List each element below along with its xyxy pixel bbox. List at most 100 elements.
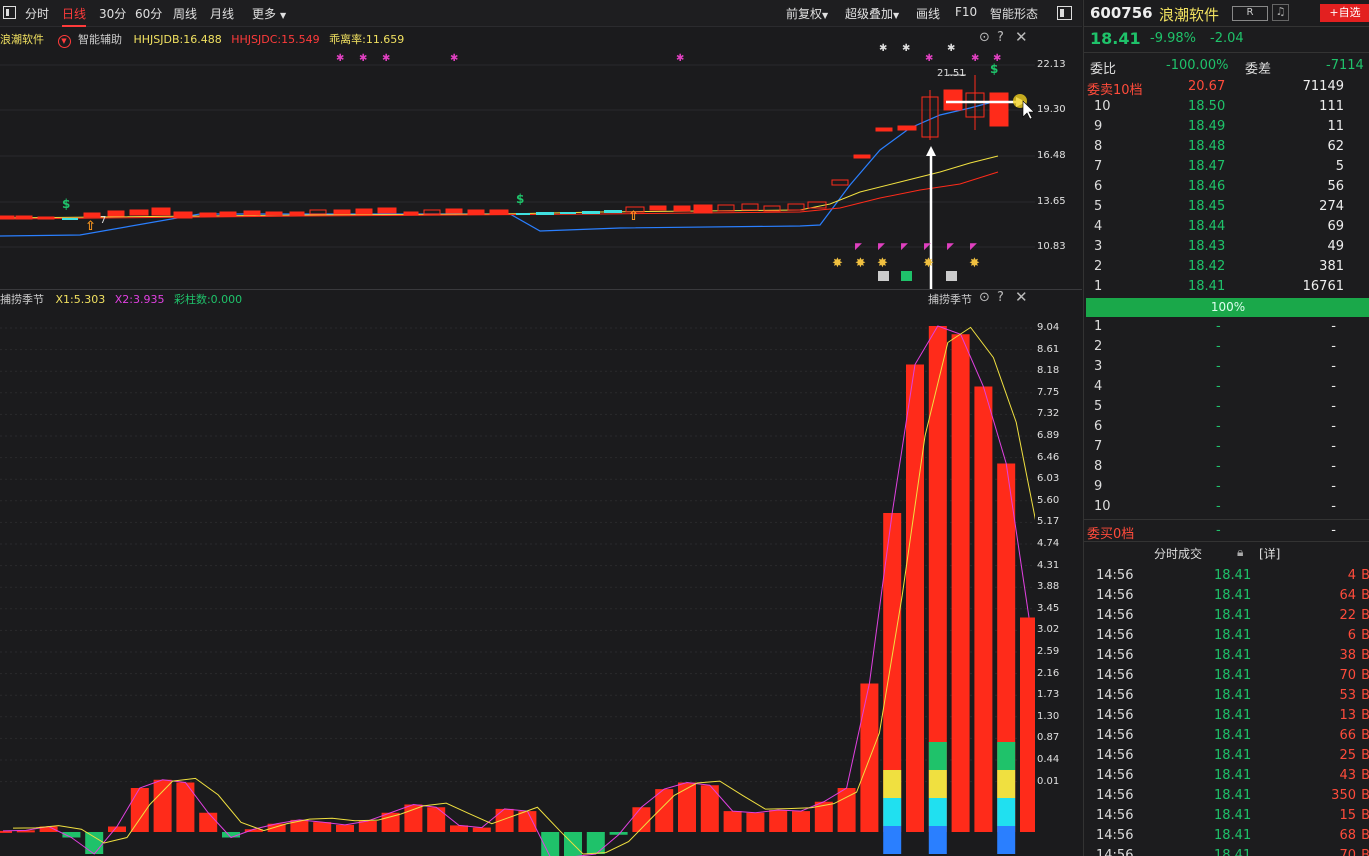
dropdown-icon[interactable]: ▼ [57,35,71,48]
level-volume: 49 [1327,239,1344,254]
bid-row[interactable]: 3 - - [1084,357,1369,377]
bid-row[interactable]: 1 - - [1084,317,1369,337]
bid-row[interactable]: 5 - - [1084,397,1369,417]
tick-volume: 70 [1339,668,1356,683]
level-price: 18.41 [1188,279,1226,294]
indicator-bar [381,812,400,832]
tab-timeshare[interactable]: 分时 [25,7,50,21]
low-price-label: 7 [100,215,107,226]
tab-30min[interactable]: 30分 [99,7,127,21]
gold-star-icon: ✸ [969,256,980,271]
flag-mark-icon: ◤ [970,242,977,252]
ask-row[interactable]: 3 18.43 49 [1084,237,1369,257]
color-segment [928,826,947,854]
ask-row[interactable]: 1 18.41 16761 [1084,277,1369,297]
color-segment [997,798,1016,826]
ask-row[interactable]: 4 18.44 69 [1084,217,1369,237]
smart-pattern-button[interactable]: 智能形态 [990,7,1039,21]
ask-row[interactable]: 6 18.46 56 [1084,177,1369,197]
bid-row[interactable]: 10 - - [1084,497,1369,517]
quote-header: 600756 浪潮软件 R ♫ +自选 [1084,0,1369,27]
ask-row[interactable]: 5 18.45 274 [1084,197,1369,217]
indicator-bar [427,807,446,832]
tab-weekly[interactable]: 周线 [173,7,198,21]
star-mark-icon: ✱ [382,53,391,64]
level-label: 10 [1094,499,1111,514]
adjust-menu[interactable]: 前复权▼ [786,5,828,22]
ask-row[interactable]: 8 18.48 62 [1084,137,1369,157]
bid-row[interactable]: 6 - - [1084,417,1369,437]
ratio-label: 委比 [1090,62,1117,77]
tick-row: 14:56 18.41 64 B [1084,586,1369,606]
draw-line-button[interactable]: 画线 [916,7,941,21]
level-price: - [1216,319,1221,334]
indicator-bar [655,789,674,832]
bid-row[interactable]: 4 - - [1084,377,1369,397]
panel-toggle-icon[interactable] [3,6,16,19]
last-price: 18.41 [1090,29,1141,48]
candles [0,75,1009,220]
ask-row[interactable]: 7 18.47 5 [1084,157,1369,177]
tick-time: 14:56 [1096,828,1134,843]
flag-mark-icon: ◤ [924,242,931,252]
indicator-bar [267,823,286,832]
color-segment [997,770,1016,798]
bid-row[interactable]: 2 - - [1084,337,1369,357]
indicator-bar [358,821,377,832]
f10-button[interactable]: F10 [955,5,978,19]
bell-icon[interactable]: ♫ [1272,4,1289,21]
settings-icon[interactable]: ⊙ [979,30,990,45]
close-icon[interactable]: ✕ [1015,288,1028,306]
sidebar-toggle-icon[interactable] [1057,6,1072,20]
ask-row[interactable]: 10 18.50 111 [1084,97,1369,117]
indicator-tick: 6.89 [1037,430,1060,441]
help-icon[interactable]: ? [997,30,1004,45]
level-price: 18.45 [1188,199,1226,214]
star-mark-icon: ✱ [947,43,956,54]
tick-time: 14:56 [1096,808,1134,823]
buy-signal-icon: ⇧ [85,219,96,234]
tab-daily[interactable]: 日线 [62,5,87,27]
indicator-bar [244,829,263,832]
tick-price: 18.41 [1214,588,1252,603]
tick-time: 14:56 [1096,848,1134,856]
indicator-bar [837,788,856,832]
indicator-tick: 4.31 [1037,559,1060,571]
indicator-bar [678,782,696,832]
level-volume: - [1331,359,1336,374]
tick-side: B [1361,648,1369,663]
overlay-menu[interactable]: 超级叠加▼ [845,5,899,22]
help-icon[interactable]: ? [997,290,1004,305]
add-watchlist-button[interactable]: +自选 [1320,4,1369,22]
divider [1084,541,1369,542]
settings-icon[interactable]: ⊙ [979,290,990,305]
tab-monthly[interactable]: 月线 [210,7,235,21]
ask-row[interactable]: 9 18.49 11 [1084,117,1369,137]
close-icon[interactable]: ✕ [1015,28,1028,46]
detail-link[interactable]: [详] [1259,547,1281,561]
level-label: 7 [1094,439,1103,454]
tab-more[interactable]: 更多 ▼ [252,5,286,22]
star-mark-icon: ✱ [902,43,911,54]
indicator-bar [0,830,12,833]
color-segment [997,826,1016,854]
bid-row[interactable]: 7 - - [1084,437,1369,457]
tab-60min[interactable]: 60分 [135,7,163,21]
indicator-tick: 5.17 [1037,516,1060,528]
tick-volume: 25 [1339,748,1356,763]
bid-row[interactable]: 8 - - [1084,457,1369,477]
price-tick: 10.83 [1037,241,1066,252]
level-volume: 69 [1327,219,1344,234]
ask-row[interactable]: 2 18.42 381 [1084,257,1369,277]
flag-mark-icon: ◤ [947,242,954,252]
tick-volume: 350 [1331,788,1356,803]
chevron-down-icon: ▼ [280,11,287,20]
level-price: 18.46 [1188,179,1226,194]
lock-icon[interactable]: 🔒︎ [1237,545,1244,559]
panel-divider[interactable] [0,289,1082,290]
indicator-bar [974,386,993,832]
indicator-tick: 1.73 [1037,689,1060,701]
star-mark-icon: ✱ [925,53,934,64]
tick-volume: 68 [1339,828,1356,843]
bid-row[interactable]: 9 - - [1084,477,1369,497]
